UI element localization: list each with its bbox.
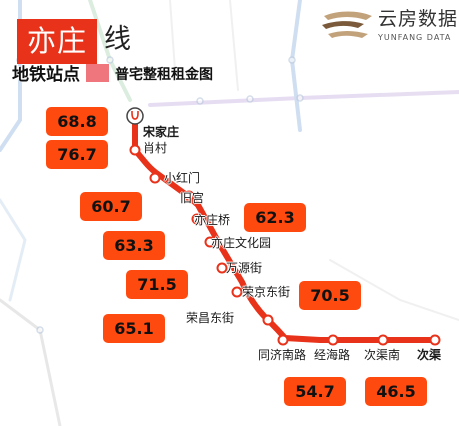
subtitle-stations: 地铁站点 xyxy=(12,65,80,85)
rent-price-yizhuang-culture-park: 63.3 xyxy=(103,231,165,260)
bg-road-1 xyxy=(169,0,176,71)
rent-price-wanyuanjie: 71.5 xyxy=(126,270,188,299)
rent-price-xiaohongmen: 60.7 xyxy=(80,192,142,221)
station-label-ciqunan: 次渠南 xyxy=(364,348,401,362)
subtitle-rent-map: 普宅整租租金图 xyxy=(115,67,213,83)
station-dot-tongjinanlu xyxy=(277,334,289,346)
bg-station xyxy=(36,326,44,334)
station-dot-ciqu xyxy=(429,334,441,346)
station-dot-jinghailu xyxy=(327,334,339,346)
bg-road-2 xyxy=(229,0,239,91)
rent-price-ciqu: 46.5 xyxy=(365,377,427,406)
station-dot-wanyuanjie xyxy=(216,262,228,274)
station-label-jinghailu: 经海路 xyxy=(314,348,351,362)
rent-price-songjiazhuang: 68.8 xyxy=(46,107,108,136)
rent-price-tongjinanlu: 54.7 xyxy=(284,377,346,406)
yunfang-logo-icon xyxy=(322,11,372,38)
station-label-xiaocun: 肖村 xyxy=(143,141,168,155)
station-label-yizhuangqiao: 亦庄桥 xyxy=(194,213,231,227)
station-label-ciqu: 次渠 xyxy=(417,348,442,362)
bg-metro-line-left xyxy=(0,198,27,302)
bg-station xyxy=(296,94,304,102)
logo-name: 云房数据 xyxy=(378,8,459,30)
station-label-tongjinanlu: 同济南路 xyxy=(258,348,307,362)
logo-subtitle: YUNFANG DATA xyxy=(378,33,452,42)
station-label-songjiazhuang: 宋家庄 xyxy=(143,125,180,139)
bg-station xyxy=(106,56,114,64)
bg-station xyxy=(246,95,254,103)
rent-price-yizhuangqiao: 62.3 xyxy=(244,203,306,232)
station-dot-yizhuang-culture-park xyxy=(204,236,216,248)
station-label-yizhuang-culture-park: 亦庄文化园 xyxy=(211,236,272,250)
bg-station xyxy=(288,56,296,64)
line-name-box: 亦庄 xyxy=(17,19,97,64)
station-label-rongchangdongjie: 荣昌东街 xyxy=(186,311,235,325)
station-label-wanyuanjie: 万源街 xyxy=(226,261,263,275)
station-dot-xiaohongmen xyxy=(149,172,161,184)
yizhuang-line-route xyxy=(132,109,438,343)
rent-price-rongchangdongjie: 65.1 xyxy=(103,314,165,343)
rent-price-rongjingdongjie: 70.5 xyxy=(299,281,361,310)
station-label-rongjingdongjie: 荣京东街 xyxy=(242,285,291,299)
station-label-jiugong: 旧宫 xyxy=(180,191,205,205)
station-dot-xiaocun xyxy=(129,144,141,156)
station-dot-rongjingdongjie xyxy=(231,286,243,298)
station-dot-jiugong xyxy=(183,190,195,202)
station-dot-yizhuangqiao xyxy=(191,213,203,225)
bg-station xyxy=(196,97,204,105)
line-name-suffix: 线 xyxy=(104,24,131,55)
terminal-icon-songjiazhuang xyxy=(126,107,144,125)
bg-road-3 xyxy=(329,259,459,321)
station-label-xiaohongmen: 小红门 xyxy=(164,171,201,185)
legend-square xyxy=(86,64,109,82)
station-dot-rongchangdongjie xyxy=(262,314,274,326)
rent-price-xiaocun: 76.7 xyxy=(46,140,108,169)
station-dot-ciqunan xyxy=(377,334,389,346)
